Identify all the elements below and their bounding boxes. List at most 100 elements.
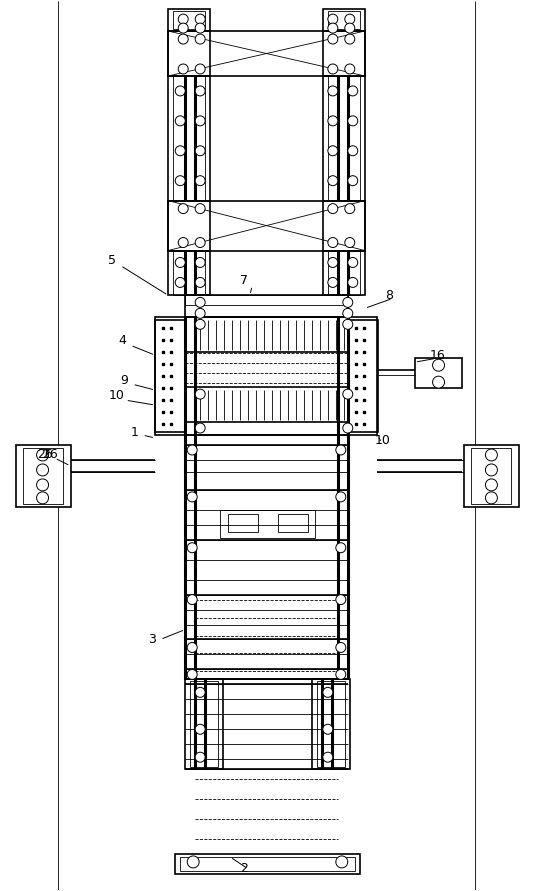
- Circle shape: [178, 64, 188, 74]
- Circle shape: [187, 445, 197, 455]
- Circle shape: [195, 116, 205, 126]
- Circle shape: [328, 238, 338, 248]
- Bar: [228, 514, 258, 532]
- Bar: [168, 200, 365, 250]
- Circle shape: [348, 86, 358, 96]
- Circle shape: [175, 176, 185, 185]
- Circle shape: [328, 34, 338, 44]
- Circle shape: [37, 464, 49, 476]
- Circle shape: [175, 146, 185, 156]
- Bar: [464, 445, 519, 507]
- Circle shape: [323, 687, 333, 698]
- Bar: [323, 200, 365, 250]
- Bar: [278, 514, 308, 532]
- Circle shape: [328, 257, 338, 267]
- Circle shape: [195, 14, 205, 24]
- Text: 10: 10: [108, 388, 124, 402]
- Circle shape: [187, 642, 197, 652]
- Circle shape: [195, 238, 205, 248]
- Circle shape: [195, 298, 205, 307]
- Bar: [312, 680, 350, 769]
- Circle shape: [195, 752, 205, 762]
- Bar: [220, 510, 315, 538]
- Circle shape: [343, 298, 353, 307]
- Circle shape: [195, 176, 205, 185]
- Text: 1: 1: [131, 426, 138, 438]
- Circle shape: [348, 146, 358, 156]
- Circle shape: [343, 423, 353, 433]
- Circle shape: [343, 389, 353, 399]
- Bar: [415, 358, 463, 388]
- Bar: [22, 448, 62, 503]
- Circle shape: [486, 479, 497, 491]
- Circle shape: [187, 594, 197, 605]
- Circle shape: [195, 146, 205, 156]
- Circle shape: [336, 856, 348, 868]
- Circle shape: [345, 238, 355, 248]
- Bar: [168, 76, 210, 200]
- Circle shape: [328, 116, 338, 126]
- Circle shape: [195, 257, 205, 267]
- Circle shape: [178, 14, 188, 24]
- Bar: [323, 250, 365, 296]
- Circle shape: [345, 34, 355, 44]
- Circle shape: [175, 116, 185, 126]
- Bar: [168, 9, 210, 31]
- Bar: [180, 857, 355, 871]
- Circle shape: [345, 23, 355, 33]
- Circle shape: [348, 277, 358, 288]
- Circle shape: [37, 449, 49, 461]
- Circle shape: [328, 23, 338, 33]
- Bar: [323, 31, 365, 76]
- Circle shape: [336, 594, 346, 605]
- Bar: [328, 11, 360, 29]
- Circle shape: [187, 669, 197, 680]
- Bar: [155, 317, 377, 435]
- Bar: [185, 317, 348, 352]
- Circle shape: [486, 492, 497, 503]
- Circle shape: [328, 204, 338, 214]
- Circle shape: [195, 86, 205, 96]
- Bar: [168, 250, 210, 296]
- Bar: [472, 448, 511, 503]
- Circle shape: [187, 492, 197, 502]
- Bar: [190, 682, 218, 767]
- Circle shape: [195, 687, 205, 698]
- Text: 26: 26: [42, 448, 58, 462]
- Circle shape: [178, 23, 188, 33]
- Circle shape: [195, 23, 205, 33]
- Bar: [185, 388, 348, 422]
- Text: 5: 5: [108, 254, 116, 267]
- Circle shape: [348, 176, 358, 185]
- Circle shape: [195, 64, 205, 74]
- Circle shape: [37, 479, 49, 491]
- Bar: [328, 250, 360, 296]
- Bar: [168, 31, 365, 76]
- Circle shape: [195, 204, 205, 214]
- Circle shape: [343, 308, 353, 318]
- Text: 3: 3: [148, 633, 156, 646]
- Bar: [185, 680, 223, 769]
- Bar: [168, 200, 210, 250]
- Circle shape: [175, 277, 185, 288]
- Circle shape: [336, 445, 346, 455]
- Bar: [348, 321, 378, 432]
- Circle shape: [328, 14, 338, 24]
- Circle shape: [178, 204, 188, 214]
- Circle shape: [175, 86, 185, 96]
- Circle shape: [433, 359, 445, 372]
- Circle shape: [195, 277, 205, 288]
- Circle shape: [178, 34, 188, 44]
- Circle shape: [323, 752, 333, 762]
- Circle shape: [348, 116, 358, 126]
- Circle shape: [336, 543, 346, 552]
- Bar: [323, 76, 365, 200]
- Circle shape: [187, 856, 199, 868]
- Bar: [175, 854, 360, 874]
- Bar: [185, 296, 348, 306]
- Text: 10: 10: [375, 434, 391, 446]
- Circle shape: [195, 34, 205, 44]
- Circle shape: [37, 492, 49, 503]
- Circle shape: [343, 319, 353, 330]
- Bar: [173, 76, 205, 200]
